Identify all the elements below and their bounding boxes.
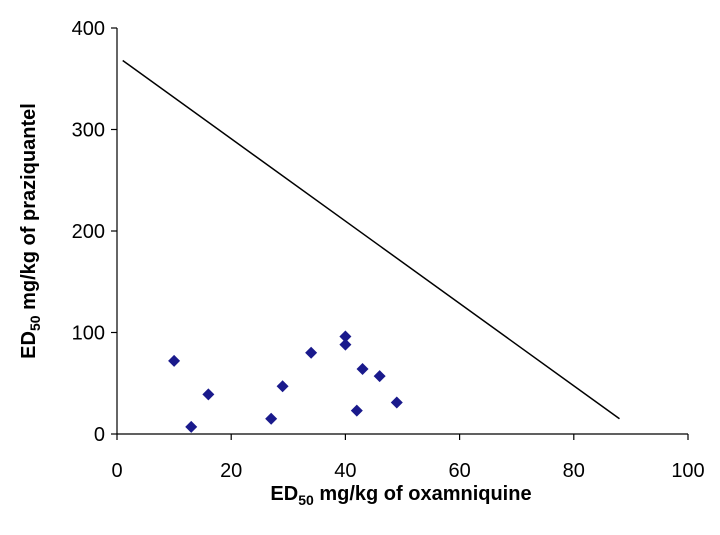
x-tick-label: 20 xyxy=(220,460,242,482)
x-tick-label: 40 xyxy=(334,460,356,482)
y-tick-label: 200 xyxy=(72,221,105,243)
data-point-marker xyxy=(185,420,198,433)
x-axis-title-prefix: ED xyxy=(270,483,298,505)
x-tick-label: 0 xyxy=(111,460,122,482)
y-tick-label: 400 xyxy=(72,18,105,40)
x-axis-title-suffix: mg/kg of oxamniquine xyxy=(314,483,532,505)
data-point-marker xyxy=(356,363,369,376)
data-point-marker xyxy=(202,388,215,401)
reference-line xyxy=(122,59,620,420)
y-axis-ticks: 0 100 200 300 400 xyxy=(72,18,117,446)
y-tick-label: 300 xyxy=(72,120,105,142)
y-tick-label: 0 xyxy=(94,424,105,446)
y-axis-title: ED50 mg/kg of praziquantel xyxy=(18,103,43,359)
data-point-marker xyxy=(276,380,289,393)
data-point-marker xyxy=(373,370,386,383)
x-axis-title-subscript: 50 xyxy=(298,492,314,508)
x-tick-label: 100 xyxy=(671,460,704,482)
y-axis-title-subscript: 50 xyxy=(27,315,43,331)
data-point-marker xyxy=(339,338,352,351)
y-axis: 0 100 200 300 400 xyxy=(72,18,118,446)
y-tick-label: 100 xyxy=(72,323,105,345)
data-point-marker xyxy=(168,354,181,367)
x-axis: 0 20 40 60 80 100 xyxy=(111,433,705,482)
x-tick-label: 80 xyxy=(563,460,585,482)
x-axis-ticks: 0 20 40 60 80 100 xyxy=(111,434,705,482)
data-points xyxy=(168,330,403,433)
data-point-marker xyxy=(265,412,278,425)
x-tick-label: 60 xyxy=(448,460,470,482)
x-axis-title: ED50 mg/kg of oxamniquine xyxy=(270,483,531,508)
data-point-marker xyxy=(350,404,363,417)
y-axis-title-suffix: mg/kg of praziquantel xyxy=(18,103,40,315)
data-point-marker xyxy=(339,330,352,343)
data-point-marker xyxy=(390,396,403,409)
y-axis-title-prefix: ED xyxy=(18,331,40,359)
data-point-marker xyxy=(305,346,318,359)
